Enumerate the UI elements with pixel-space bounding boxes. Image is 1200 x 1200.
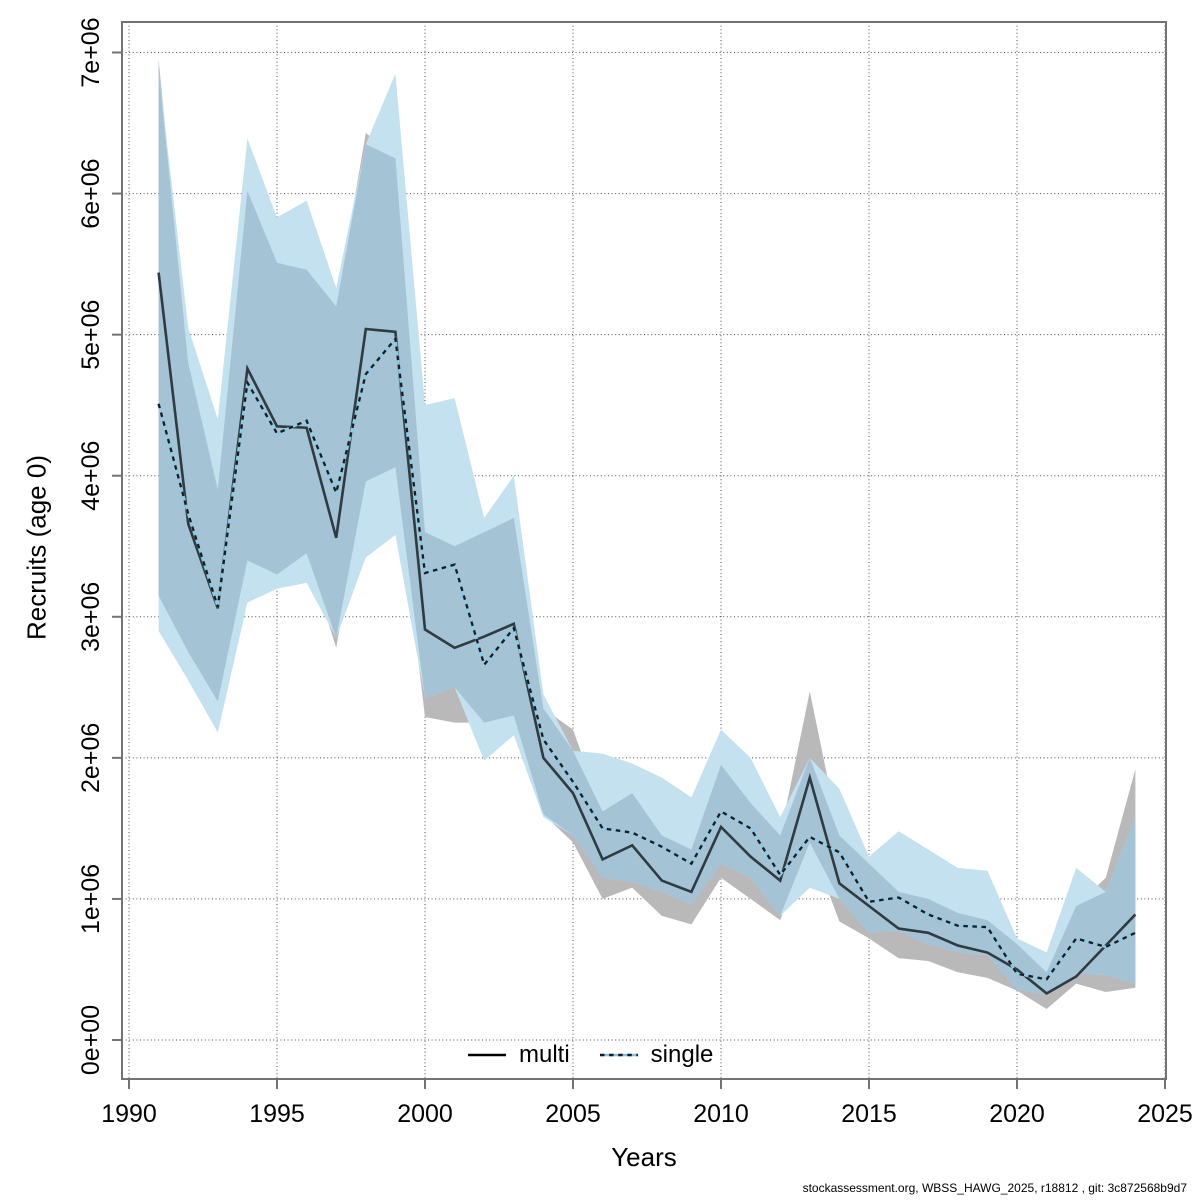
x-tick-labels: 1990 1995 2000 2005 2010 2015 2020 2025 — [101, 1100, 1193, 1128]
x-tick-label: 2000 — [397, 1100, 453, 1128]
y-tick-label: 4e+06 — [77, 441, 105, 511]
y-axis-title: Recruits (age 0) — [21, 455, 52, 640]
x-tick-label: 2025 — [1137, 1100, 1193, 1128]
legend-label-multi: multi — [519, 1041, 570, 1068]
confidence-band-overlap — [158, 69, 1136, 995]
y-tick-label: 3e+06 — [77, 582, 105, 652]
y-tick-labels: 0e+00 1e+06 2e+06 3e+06 4e+06 5e+06 6e+06 7e+06 — [77, 17, 105, 1075]
gridlines — [122, 22, 1166, 1079]
x-tick-label: 2010 — [693, 1100, 749, 1128]
y-tick-label: 6e+06 — [77, 158, 105, 228]
legend: multi single — [468, 1040, 713, 1070]
x-tick-label: 1990 — [101, 1100, 157, 1128]
legend-item-multi: multi — [468, 1041, 570, 1069]
x-axis-title: Years — [611, 1142, 677, 1172]
legend-label-single: single — [650, 1041, 714, 1068]
x-tick-label: 2005 — [545, 1100, 601, 1128]
y-tick-label: 0e+00 — [77, 1005, 105, 1075]
legend-sample-multi-line — [468, 1053, 506, 1057]
single-line — [157, 336, 1136, 981]
y-tick-label: 2e+06 — [77, 723, 105, 793]
y-tick-label: 5e+06 — [77, 300, 105, 370]
y-tick-label: 7e+06 — [77, 17, 105, 87]
y-tick-label: 1e+06 — [77, 864, 105, 934]
legend-item-single: single — [599, 1041, 714, 1069]
footer-credit: stockassessment.org, WBSS_HAWG_2025, r18… — [802, 1181, 1187, 1195]
axis-ticks — [112, 51, 1166, 1089]
x-tick-label: 2015 — [841, 1100, 897, 1128]
x-tick-label: 1995 — [249, 1100, 305, 1128]
multi-line — [157, 272, 1137, 996]
legend-sample-single-line — [599, 1053, 638, 1057]
x-tick-label: 2020 — [989, 1100, 1045, 1128]
plot-border — [121, 21, 1167, 1080]
